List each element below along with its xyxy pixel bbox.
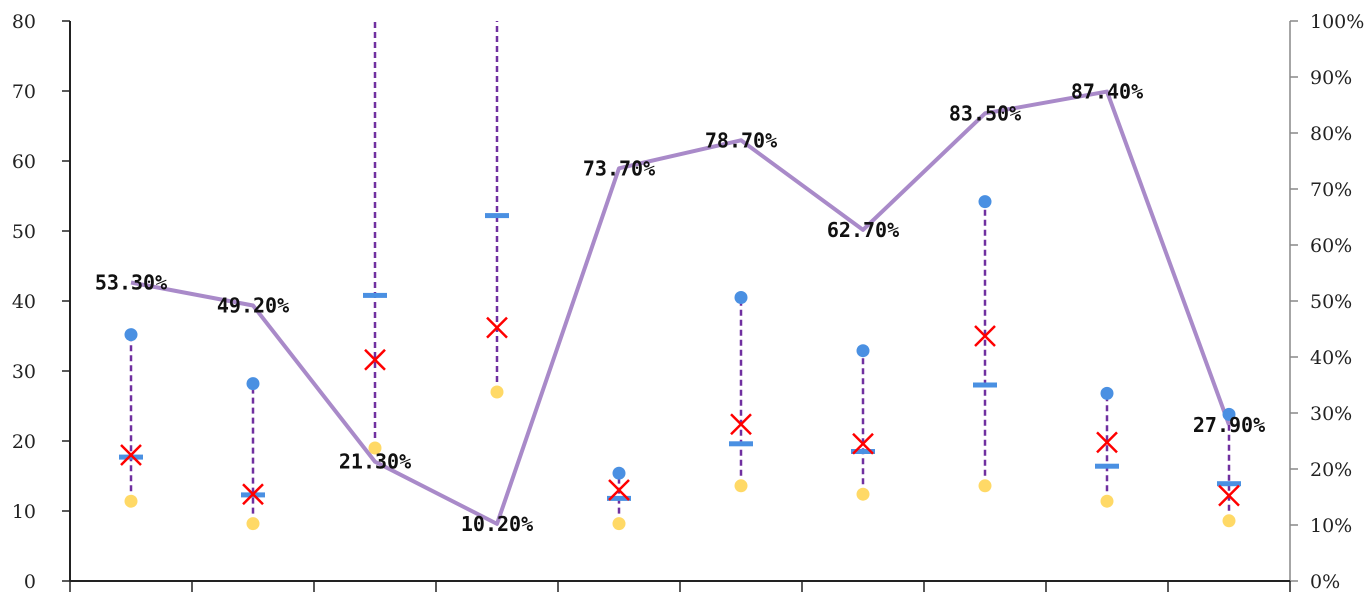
low-marker [613, 517, 626, 530]
low-marker [1101, 495, 1114, 508]
median-marker [1095, 464, 1119, 469]
median-marker [363, 293, 387, 298]
high-marker [735, 291, 748, 304]
rate-data-label: 27.90% [1193, 413, 1265, 437]
category-label: … [1219, 582, 1239, 592]
left-axis-tick-label: 60 [12, 151, 36, 173]
left-axis-tick-label: 40 [12, 291, 36, 313]
right-axis-tick-label: 100% [1310, 11, 1364, 33]
right-axis-tick-label: 30% [1310, 403, 1352, 425]
right-axis-tick-label: 90% [1310, 67, 1352, 89]
median-marker [485, 213, 509, 218]
left-axis-tick-label: 20 [12, 431, 36, 453]
right-axis-tick-label: 40% [1310, 347, 1352, 369]
right-axis-tick-label: 50% [1310, 291, 1352, 313]
left-axis-tick-label: 70 [12, 81, 36, 103]
high-marker [125, 328, 138, 341]
right-axis-tick-label: 10% [1310, 515, 1352, 537]
left-axis-tick-label: 80 [12, 11, 36, 33]
median-marker [729, 441, 753, 446]
rate-data-label: 21.30% [339, 450, 411, 474]
rate-data-label: 10.20% [461, 512, 533, 536]
rate-line-layer [131, 92, 1229, 524]
right-axis-tick-label: 80% [1310, 123, 1352, 145]
category-label: … [975, 582, 995, 592]
high-marker [1101, 387, 1114, 400]
low-marker [735, 479, 748, 492]
low-marker [857, 488, 870, 501]
whiskers [131, 21, 1229, 524]
data-labels: 53.30% 49.20% 21.30% 10.20% 73.70% 78.70% 62.7… [95, 80, 1265, 536]
right-axis-tick-label: 0% [1310, 571, 1340, 592]
rate-data-label: 83.50% [949, 101, 1021, 125]
right-axis-tick-label: 20% [1310, 459, 1352, 481]
axes: 0 10 20 30 40 50 60 70 80 0% 10% 20% 30% 40% 50% 60% 70%… [12, 11, 1364, 592]
right-axis-tick-label: 60% [1310, 235, 1352, 257]
rate-data-label: 73.70% [583, 156, 655, 180]
left-axis-tick-label: 10 [12, 501, 36, 523]
high-marker [247, 377, 260, 390]
low-marker [979, 479, 992, 492]
rate-data-label: 78.70% [705, 128, 777, 152]
category-label: … [1097, 582, 1117, 592]
high-marker [613, 467, 626, 480]
rate-line [131, 92, 1229, 524]
median-marker [973, 383, 997, 388]
high-marker [979, 195, 992, 208]
markers [119, 195, 1241, 530]
right-axis-tick-label: 70% [1310, 179, 1352, 201]
left-axis-tick-label: 30 [12, 361, 36, 383]
rate-data-label: 53.30% [95, 271, 167, 295]
left-axis-tick-label: 0 [24, 571, 36, 592]
high-marker [857, 344, 870, 357]
low-marker [247, 517, 260, 530]
left-axis-tick-label: 50 [12, 221, 36, 243]
rate-data-label: 87.40% [1071, 80, 1143, 104]
low-marker [491, 386, 504, 399]
rate-data-label: 49.20% [217, 293, 289, 317]
low-marker [1223, 514, 1236, 527]
rate-data-label: 62.70% [827, 218, 899, 242]
low-marker [125, 495, 138, 508]
